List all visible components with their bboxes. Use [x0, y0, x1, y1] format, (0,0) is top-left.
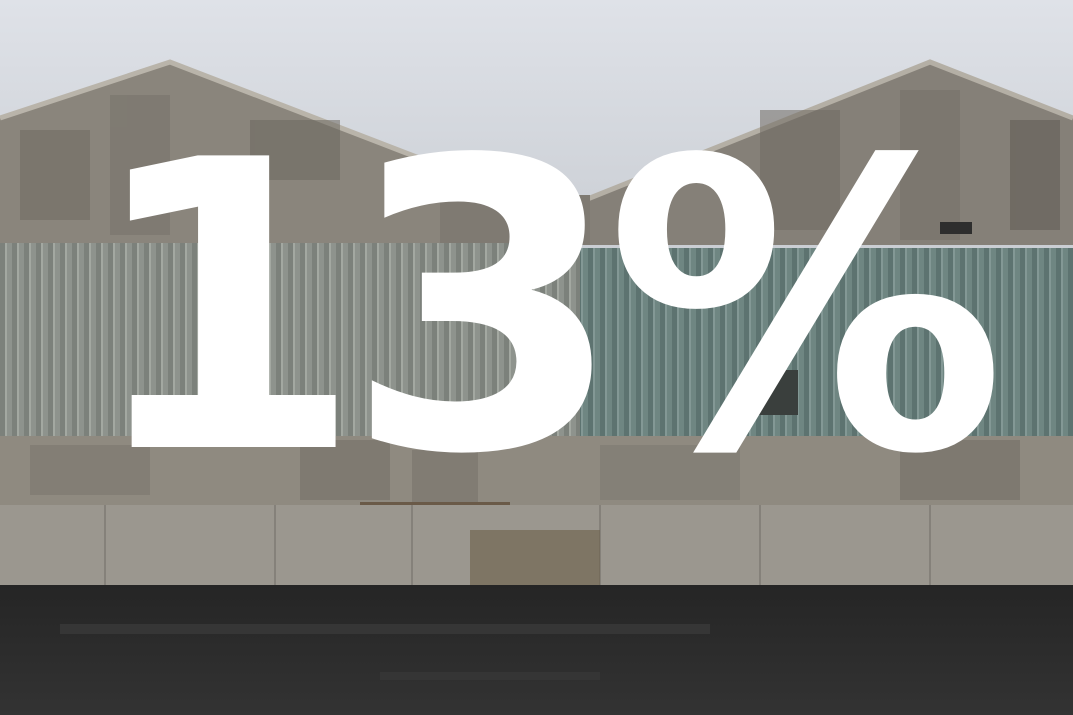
right-roof-edge [584, 59, 1073, 203]
percentage-overlay: 13% [84, 77, 1006, 542]
middle-wall [440, 195, 590, 245]
weathering [20, 90, 1060, 240]
lower-stains [30, 440, 1020, 500]
lower-wall [0, 436, 1073, 506]
corrugated-band-right [580, 248, 1073, 438]
puddle [60, 624, 710, 634]
wall-lamp [940, 222, 972, 234]
moss-stain [470, 530, 600, 585]
puddle [380, 672, 600, 680]
asphalt [0, 585, 1073, 715]
corrugated-band-left [0, 243, 580, 438]
door-beam [360, 502, 510, 507]
left-roof-edge [0, 59, 446, 171]
vent-window [758, 370, 798, 415]
